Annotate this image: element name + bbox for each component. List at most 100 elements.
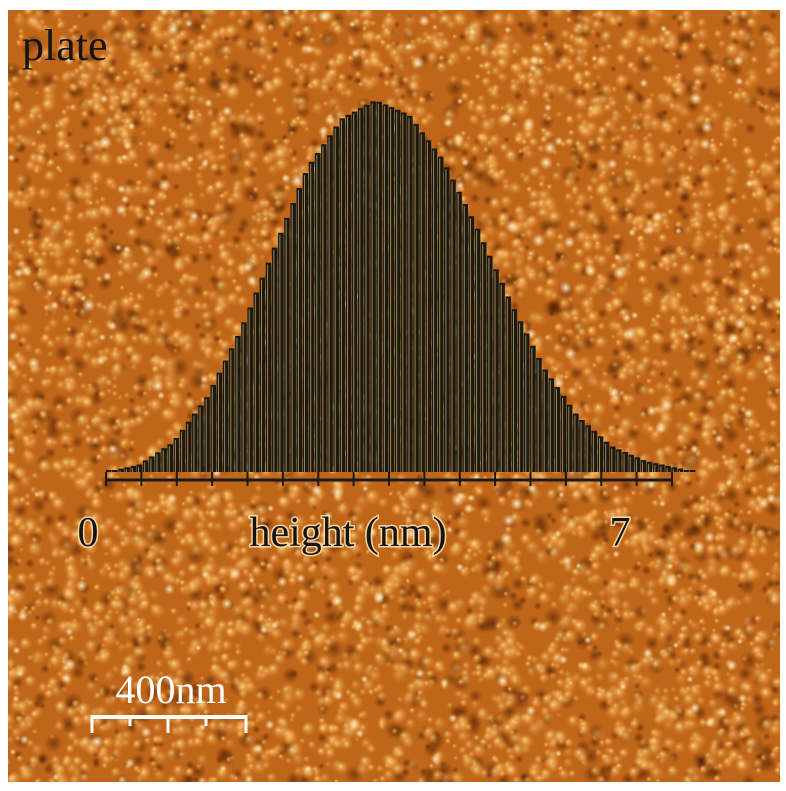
histogram-bar — [560, 395, 567, 472]
scale-bar: 400nm — [90, 667, 248, 733]
histogram-bar — [610, 446, 616, 472]
histogram-bar — [616, 449, 622, 472]
histogram-bar — [437, 156, 444, 472]
histogram-bar — [425, 140, 432, 473]
histogram-bar — [683, 470, 690, 472]
histogram-bars — [106, 101, 696, 473]
histogram-bar — [640, 460, 647, 472]
scale-bar-label: 400nm — [115, 667, 226, 712]
histogram-bar — [185, 421, 192, 472]
histogram-bar — [321, 144, 327, 472]
histogram-bar — [106, 470, 112, 472]
histogram-bar — [155, 452, 161, 472]
histogram-bar — [665, 465, 671, 472]
histogram-bar — [523, 333, 530, 472]
histogram-bar — [216, 372, 223, 472]
histogram-bar — [265, 262, 272, 472]
histogram-bar — [646, 461, 653, 472]
histogram-bar — [130, 465, 137, 472]
histogram-bar — [659, 464, 665, 472]
histogram-bar — [339, 118, 346, 473]
afm-image-frame: plate 0 7 height (nm) 400nm — [8, 10, 780, 782]
histogram-bar — [505, 296, 512, 472]
histogram-bar — [179, 429, 186, 472]
histogram-bar — [118, 468, 124, 472]
histogram-axis-title: height (nm) — [249, 510, 446, 556]
histogram-bar — [142, 460, 149, 472]
histogram-bar — [308, 161, 315, 473]
histogram-bar — [431, 148, 438, 472]
histogram-bar — [388, 107, 395, 472]
histogram-bar — [370, 101, 376, 473]
histogram-bar — [530, 345, 536, 472]
histogram-bar — [351, 111, 358, 472]
histogram-bar — [192, 413, 198, 472]
histogram-bar — [382, 104, 389, 473]
histogram-bar — [671, 467, 677, 472]
sample-label: plate — [22, 21, 108, 70]
histogram-bar — [284, 217, 290, 472]
histogram-bar — [290, 203, 296, 472]
histogram-bar — [401, 112, 407, 472]
histogram-bar — [634, 457, 641, 472]
histogram-bar — [235, 336, 241, 472]
histogram-bar — [413, 124, 419, 472]
histogram-bar — [136, 464, 143, 472]
histogram-bar — [167, 444, 174, 472]
histogram-bar — [376, 101, 382, 472]
histogram-bar — [554, 387, 561, 472]
histogram-bar — [204, 397, 210, 472]
histogram-bar — [210, 384, 217, 472]
histogram-bar — [566, 404, 573, 472]
histogram-bar — [493, 269, 499, 472]
histogram-bar — [112, 470, 118, 472]
histogram-bar — [358, 108, 364, 472]
height-histogram: 0 7 height (nm) — [76, 101, 696, 558]
histogram-ticks — [105, 472, 673, 486]
histogram-bar — [253, 292, 260, 472]
histogram-bar — [173, 437, 180, 472]
histogram-bar — [259, 277, 266, 472]
histogram-bar — [517, 321, 524, 472]
histogram-bar — [444, 167, 450, 472]
histogram-bar — [677, 468, 684, 472]
histogram-bar — [296, 188, 303, 472]
histogram-bar — [462, 204, 469, 472]
histogram-bar — [628, 454, 634, 472]
histogram-bar — [573, 413, 579, 472]
histogram-bar — [591, 430, 598, 472]
histogram-bar — [333, 126, 339, 472]
histogram-bar — [161, 448, 167, 472]
histogram-bar — [468, 216, 475, 472]
histogram-bar — [456, 191, 462, 473]
histogram-bar — [622, 452, 628, 472]
histogram-bar — [480, 242, 487, 472]
histogram-bar — [597, 436, 604, 472]
histogram-bar — [536, 357, 542, 472]
histogram-bar — [149, 456, 155, 472]
histogram-bar — [499, 282, 505, 472]
histogram-bar — [278, 232, 284, 472]
histogram-bar — [579, 420, 585, 472]
histogram-bar — [487, 255, 493, 472]
histogram-bar — [241, 322, 247, 472]
x-min-label: 0 — [78, 510, 99, 556]
histogram-bar — [689, 470, 696, 472]
histogram-bar — [228, 348, 235, 472]
histogram-bar — [327, 135, 333, 473]
histogram-bar — [474, 228, 481, 472]
histogram-bar — [542, 369, 548, 472]
histogram-bar — [585, 425, 591, 472]
histogram-bar — [394, 109, 401, 473]
histogram-bar — [222, 360, 229, 472]
histogram-bar — [603, 441, 610, 472]
histogram-bar — [247, 307, 253, 472]
figure-overlay: plate 0 7 height (nm) 400nm — [22, 21, 696, 733]
histogram-bar — [198, 405, 204, 472]
histogram-bar — [511, 309, 518, 472]
histogram-bar — [419, 132, 425, 472]
x-max-label: 7 — [610, 510, 631, 556]
histogram-bar — [315, 153, 321, 472]
histogram-bar — [271, 247, 278, 472]
histogram-bar — [302, 173, 309, 472]
